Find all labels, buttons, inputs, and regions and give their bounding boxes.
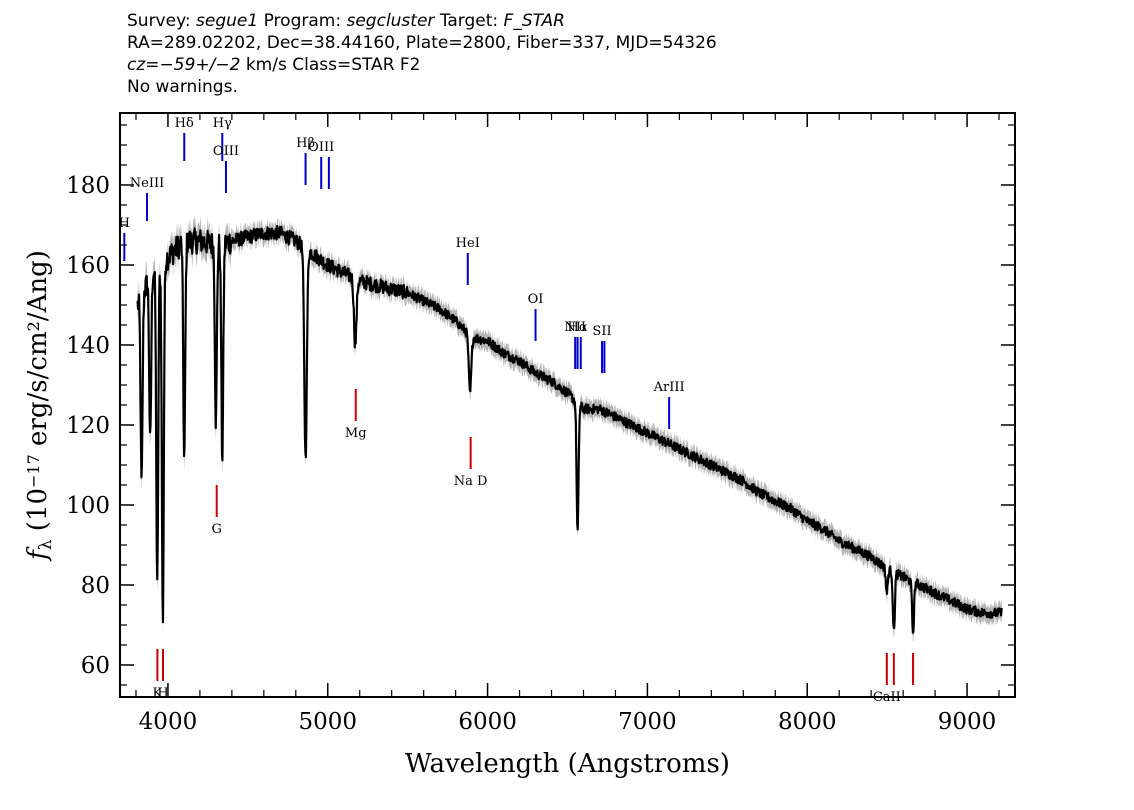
header-line-survey: Survey: segue1 Program: segcluster Targe… <box>127 10 717 32</box>
y-tick-label: 140 <box>66 333 110 359</box>
program-label: Program: <box>263 11 342 31</box>
axis-ticks: 4000 5000 6000 7000 8000 9000 60 80 100 120 140 160… <box>66 113 1015 735</box>
line-label: H <box>119 216 130 231</box>
cz-value: −59+/−2 <box>159 55 241 75</box>
header-line-warnings: No warnings. <box>127 77 238 97</box>
x-tick-label: 9000 <box>938 709 997 735</box>
line-label: OIII <box>308 140 334 155</box>
spectrum-series <box>136 224 1003 634</box>
line-label: NeIII <box>130 176 164 191</box>
cz-label: cz= <box>127 55 160 75</box>
x-tick-label: 8000 <box>778 709 837 735</box>
x-tick-label: 6000 <box>458 709 517 735</box>
line-label: OI <box>528 292 544 307</box>
error-band <box>137 214 1003 642</box>
line-label: HeI <box>456 236 480 251</box>
line-label: Na D <box>454 474 488 489</box>
y-tick-label: 60 <box>81 653 110 679</box>
y-tick-label: 120 <box>66 413 110 439</box>
plot-frame <box>119 112 1016 698</box>
line-label: Mg <box>345 426 367 441</box>
y-axis-title: fλ (10−17 erg/s/cm2/Ang) <box>23 250 56 562</box>
x-tick-label: 4000 <box>139 709 198 735</box>
y-tick-label: 180 <box>66 173 110 199</box>
line-label: G <box>211 522 221 537</box>
line-label: NII <box>564 320 586 335</box>
error-band-polygon <box>137 214 1003 642</box>
x-axis-title: Wavelength (Angstroms) <box>405 749 730 779</box>
y-tick-label: 80 <box>81 573 110 599</box>
survey-value: segue1 <box>196 11 259 31</box>
line-label: Hβ <box>296 136 315 151</box>
line-label: Hγ <box>213 116 232 131</box>
y-tick-label: 160 <box>66 253 110 279</box>
line-label: ArIII <box>653 380 685 395</box>
x-tick-label: 5000 <box>298 709 357 735</box>
line-label: SII <box>592 324 611 339</box>
target-label: Target: <box>439 11 499 31</box>
line-label: OIII <box>213 144 239 159</box>
target-value: F_STAR <box>503 11 565 31</box>
x-tick-label: 7000 <box>618 709 677 735</box>
line-label: Hδ <box>175 116 194 131</box>
header-line-redshift: cz=−59+/−2 km/s Class=STAR F2 <box>127 54 717 76</box>
spectrum-header: Survey: segue1 Program: segcluster Targe… <box>127 10 717 98</box>
line-label: K <box>153 686 163 701</box>
y-tick-label: 100 <box>66 493 110 519</box>
line-label: Hα <box>568 320 588 335</box>
header-line-coordinates: RA=289.02202, Dec=38.44160, Plate=2800, … <box>127 33 717 53</box>
program-value: segcluster <box>346 11 435 31</box>
survey-label: Survey: <box>127 11 191 31</box>
spectrum-line <box>136 224 1003 634</box>
cz-class: km/s Class=STAR F2 <box>240 55 421 75</box>
line-label: H <box>157 686 168 701</box>
